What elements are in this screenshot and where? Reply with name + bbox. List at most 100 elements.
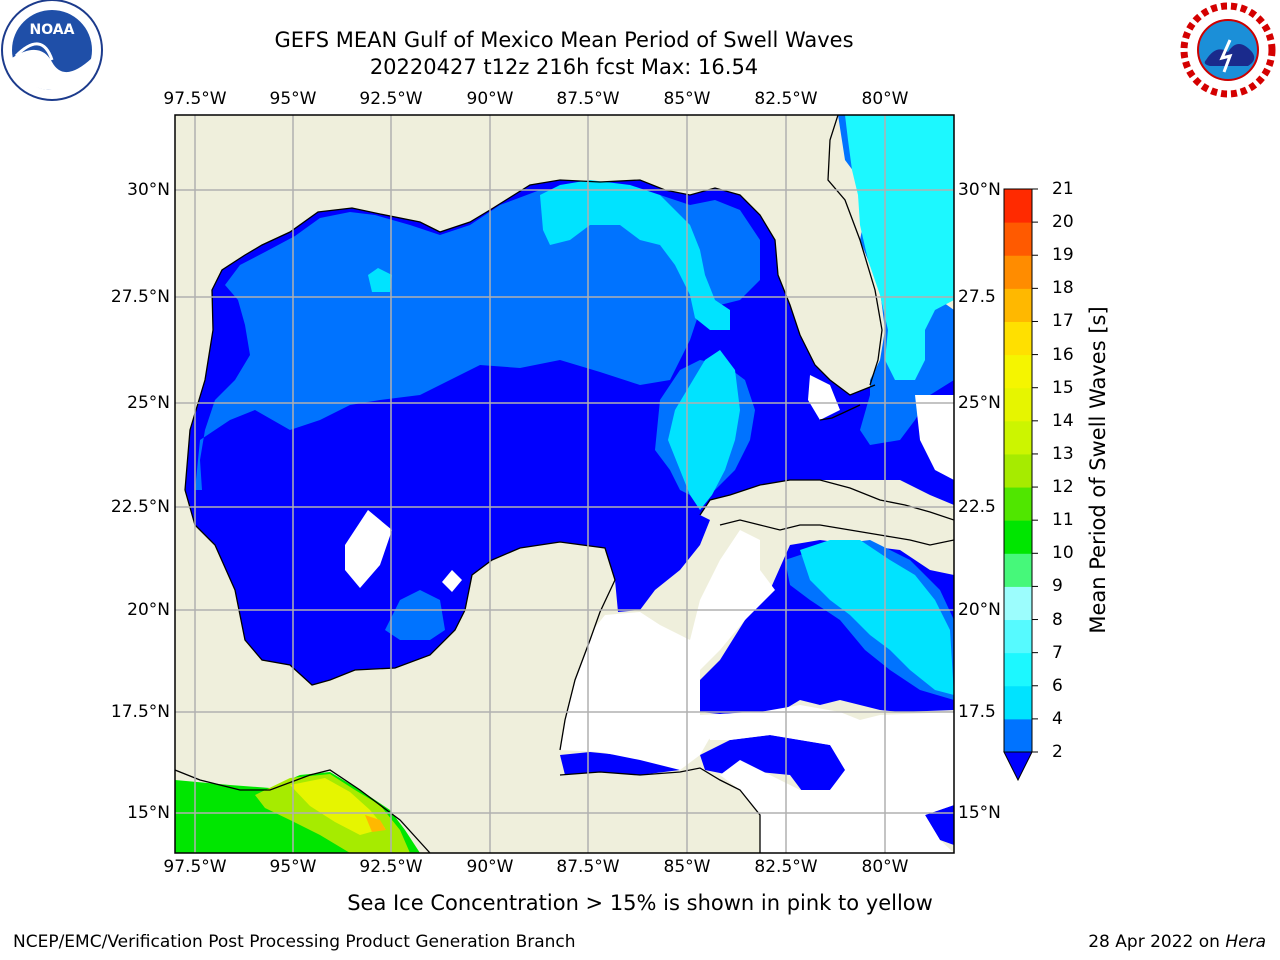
colorbar-tick-label: 8 bbox=[1052, 609, 1063, 630]
colorbar-tick-label: 6 bbox=[1052, 675, 1063, 696]
colorbar-tick-label: 14 bbox=[1052, 410, 1074, 431]
lat-label-right: 25°N bbox=[958, 393, 1001, 413]
pacific-swell-14-16s bbox=[290, 778, 385, 835]
caribbean-lower-patch bbox=[700, 735, 850, 795]
colorbar-tick-label: 9 bbox=[1052, 576, 1063, 597]
lat-label-left: 27.5°N bbox=[110, 287, 170, 307]
colorbar-cell bbox=[1004, 453, 1032, 488]
chart-subtitle-forecast: 20220427 t12z 216h fcst Max: 16.54 bbox=[369, 55, 759, 79]
pacific-swell-16-17s bbox=[365, 815, 386, 832]
gulf-ocean-4-6s bbox=[195, 188, 760, 490]
footer-date-text: 28 Apr 2022 on bbox=[1088, 932, 1226, 952]
lat-label-right: 30°N bbox=[958, 180, 1001, 200]
nodata-florida-bay bbox=[808, 375, 840, 420]
lat-label-left: 15°N bbox=[127, 803, 170, 823]
colorbar-tick-label: 12 bbox=[1052, 477, 1074, 498]
colorbar-extend-arrow bbox=[1003, 751, 1033, 782]
lat-label-left: 20°N bbox=[127, 600, 170, 620]
caribbean-edge-patch bbox=[925, 805, 954, 845]
cuba-land bbox=[700, 480, 954, 545]
lon-label-bottom: 85°W bbox=[663, 857, 711, 877]
colorbar-tick-label: 21 bbox=[1052, 179, 1074, 199]
yucatan-land bbox=[312, 542, 615, 770]
colorbar-cell bbox=[1004, 487, 1032, 521]
lon-label-bottom: 87.5°W bbox=[556, 857, 620, 877]
colorbar-tick-label: 15 bbox=[1052, 377, 1074, 398]
colorbar-cell bbox=[1004, 685, 1032, 720]
lat-label-left: 22.5°N bbox=[110, 497, 170, 517]
colorbar-tick-label: 13 bbox=[1052, 443, 1074, 464]
colorbar-cell bbox=[1004, 619, 1032, 654]
colorbar-label: Mean Period of Swell Waves [s] bbox=[1086, 306, 1110, 634]
lon-label-bottom: 80°W bbox=[861, 857, 909, 877]
lon-label-top: 90°W bbox=[466, 89, 514, 109]
map-frame bbox=[174, 114, 955, 854]
lon-label-bottom: 97.5°W bbox=[163, 857, 227, 877]
colorbar-cell bbox=[1004, 255, 1032, 289]
honduras-land bbox=[430, 768, 760, 853]
colorbar-cell bbox=[1004, 321, 1032, 356]
lon-label-top: 82.5°W bbox=[754, 89, 818, 109]
atlantic-6-7s bbox=[845, 115, 954, 380]
colorbar-cell bbox=[1004, 652, 1032, 687]
colorbar bbox=[1003, 188, 1038, 782]
colorbar-tick-label: 17 bbox=[1052, 311, 1074, 332]
colorbar-cell bbox=[1004, 354, 1032, 389]
colorbar-tick-label: 18 bbox=[1052, 278, 1074, 299]
nodata-yucatan-channel bbox=[560, 530, 775, 770]
colorbar-cell bbox=[1004, 222, 1032, 256]
colorbar-cell bbox=[1004, 520, 1032, 554]
nodata-east bbox=[915, 395, 954, 480]
lat-label-left: 25°N bbox=[127, 393, 170, 413]
colorbar-tick-label: 20 bbox=[1052, 212, 1074, 233]
nodata-patch-1 bbox=[345, 510, 392, 588]
colorbar-tick-label: 19 bbox=[1052, 245, 1074, 266]
noaa-logo: NOAA bbox=[0, 0, 104, 104]
lat-label-right: 15°N bbox=[958, 803, 1001, 823]
nodata-patch-2 bbox=[442, 570, 462, 592]
lat-label-right: 27.5 bbox=[958, 287, 996, 307]
bay-campeche-4-6s bbox=[385, 590, 445, 640]
colorbar-tick-label: 4 bbox=[1052, 708, 1063, 729]
lon-label-top: 80°W bbox=[861, 89, 909, 109]
colorbar-cell bbox=[1004, 420, 1032, 455]
svg-text:NOAA: NOAA bbox=[30, 22, 75, 38]
lon-label-bottom: 90°W bbox=[466, 857, 514, 877]
colorbar-cell bbox=[1004, 586, 1032, 621]
colorbar-tick-label: 7 bbox=[1052, 642, 1063, 663]
colorbar-cell bbox=[1004, 189, 1032, 223]
lon-label-bottom: 82.5°W bbox=[754, 857, 818, 877]
colorbar-cell bbox=[1004, 718, 1032, 753]
lat-label-left: 30°N bbox=[127, 180, 170, 200]
graticule bbox=[175, 115, 954, 853]
lat-label-right: 22.5 bbox=[958, 497, 996, 517]
lat-label-right: 17.5 bbox=[958, 702, 996, 722]
lat-label-right: 20°N bbox=[958, 600, 1001, 620]
footer-host: Hera bbox=[1225, 932, 1266, 952]
lon-label-top: 87.5°W bbox=[556, 89, 620, 109]
colorbar-cell bbox=[1004, 553, 1032, 587]
lon-label-bottom: 95°W bbox=[269, 857, 317, 877]
lon-label-top: 85°W bbox=[663, 89, 711, 109]
colorbar-cell bbox=[1004, 387, 1032, 422]
small-cyan-patch bbox=[368, 268, 392, 292]
caribbean-bottom-patch bbox=[560, 752, 680, 775]
lon-label-top: 97.5°W bbox=[163, 89, 227, 109]
lon-label-top: 92.5°W bbox=[359, 89, 423, 109]
lon-label-top: 95°W bbox=[269, 89, 317, 109]
chart-title: GEFS MEAN Gulf of Mexico Mean Period of … bbox=[274, 28, 854, 52]
footer-credit: NCEP/EMC/Verification Post Processing Pr… bbox=[13, 932, 576, 952]
colorbar-tick-label: 11 bbox=[1052, 510, 1074, 531]
colorbar-tick-label: 2 bbox=[1052, 742, 1063, 762]
lat-label-left: 17.5°N bbox=[110, 702, 170, 722]
lon-label-bottom: 92.5°W bbox=[359, 857, 423, 877]
nws-logo bbox=[1176, 0, 1280, 104]
footer-date: 28 Apr 2022 on Hera bbox=[1088, 932, 1266, 952]
colorbar-frame bbox=[1003, 188, 1033, 753]
caribbean-6-7s bbox=[800, 540, 954, 695]
loop-current-6-7s bbox=[668, 350, 740, 510]
colorbar-tick-label: 16 bbox=[1052, 344, 1074, 365]
sea-ice-note: Sea Ice Concentration > 15% is shown in … bbox=[347, 891, 933, 915]
colorbar-cell bbox=[1004, 288, 1032, 322]
